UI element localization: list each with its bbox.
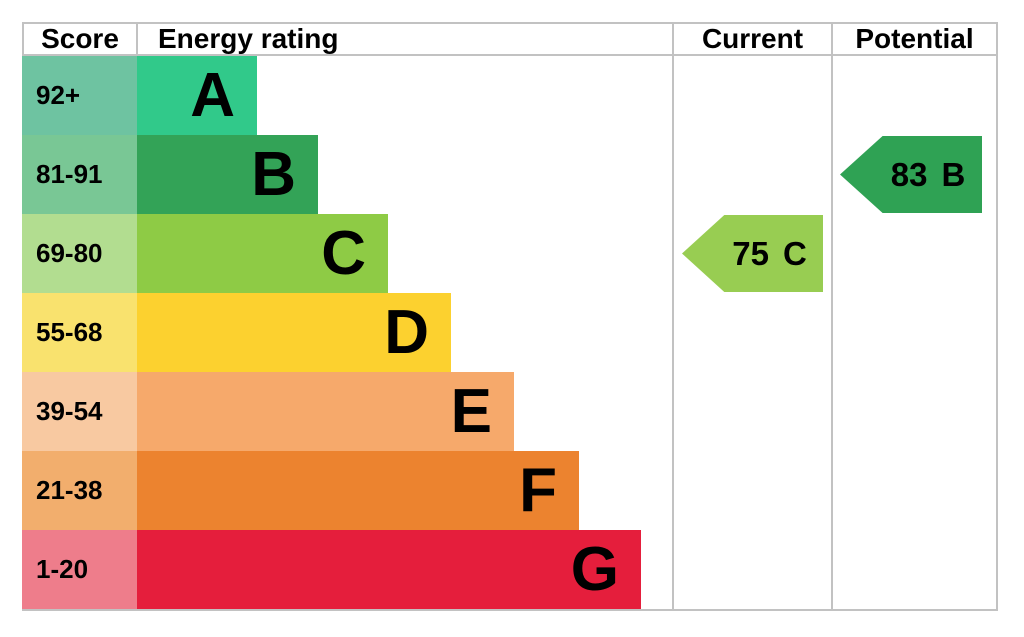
band-row-a: 92+ A: [22, 56, 998, 135]
band-bar: F: [137, 451, 579, 530]
energy-rating-column-header: Energy rating: [158, 23, 339, 54]
potential-rating-value: 83: [890, 155, 928, 193]
band-score-range: 55-68: [22, 293, 137, 372]
band-bar: A: [137, 56, 257, 135]
score-column-header: Score: [41, 23, 119, 54]
header-bottom-border: [22, 54, 998, 56]
current-column-header: Current: [701, 23, 804, 54]
band-bar: B: [137, 135, 318, 214]
band-row-e: 39-54 E: [22, 372, 998, 451]
band-row-f: 21-38 F: [22, 451, 998, 530]
band-bar: E: [137, 372, 514, 451]
band-row-d: 55-68 D: [22, 293, 998, 372]
band-score-range: 92+: [22, 56, 137, 135]
band-score-range: 81-91: [22, 135, 137, 214]
band-score-range: 1-20: [22, 530, 137, 609]
potential-rating-band: B: [941, 155, 966, 193]
band-score-range: 69-80: [22, 214, 137, 293]
band-bar: G: [137, 530, 641, 609]
band-score-range: 39-54: [22, 372, 137, 451]
band-row-b: 81-91 B: [22, 135, 998, 214]
current-column-divider: [672, 22, 674, 611]
table-left-border: [22, 22, 24, 56]
table-bottom-border: [22, 609, 998, 611]
band-bar: C: [137, 214, 388, 293]
score-column-divider: [136, 22, 138, 56]
table-right-border: [996, 22, 998, 611]
band-row-g: 1-20 G: [22, 530, 998, 609]
potential-column-divider: [831, 22, 833, 611]
band-score-range: 21-38: [22, 451, 137, 530]
table-top-border: [22, 22, 998, 24]
current-rating-value: 75: [732, 234, 769, 272]
potential-column-header: Potential: [855, 23, 974, 54]
band-row-c: 69-80 C: [22, 214, 998, 293]
band-bar: D: [137, 293, 451, 372]
current-rating-band: C: [782, 234, 807, 272]
